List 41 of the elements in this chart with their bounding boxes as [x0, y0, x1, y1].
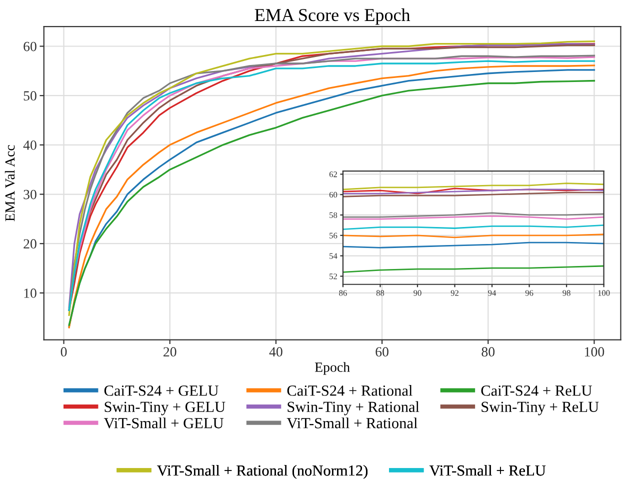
x-tick-label: 86 [339, 290, 347, 296]
x-tick-label: 88 [376, 290, 384, 296]
x-tick-label: 92 [450, 290, 458, 296]
y-tick-label: 62 [329, 172, 337, 178]
x-tick-label: 60 [376, 347, 388, 357]
y-tick-label: 40 [23, 140, 36, 150]
y-tick-label: 56 [330, 232, 338, 238]
x-tick-label: 100 [598, 290, 610, 296]
y-tick-label: 52 [330, 274, 337, 280]
x-tick-label: 90 [414, 290, 422, 296]
legend-label: Swin-Tiny + ReLU [482, 402, 599, 416]
y-tick-label: 60 [24, 42, 36, 52]
y-tick-label: 30 [24, 190, 36, 200]
y-tick-label: 20 [24, 239, 36, 249]
x-axis-title: Epoch [314, 362, 350, 375]
x-tick-label: 94 [488, 290, 496, 296]
legend-label: CaiT-S24 + GELU [104, 386, 218, 396]
x-tick-label: 98 [562, 290, 570, 296]
x-tick-label: 0 [60, 347, 67, 357]
legend-label: ViT-Small + GELU [104, 418, 224, 428]
y-tick-label: 58 [330, 212, 338, 218]
legend-label: CaiT-S24 + ReLU [481, 386, 592, 396]
y-tick-label: 54 [330, 253, 338, 259]
y-axis-title: EMA Val Acc [4, 145, 15, 222]
legend-label: ViT-Small + Rational (noNorm12) [157, 464, 368, 479]
y-tick-label: 60 [329, 192, 338, 198]
x-tick-label: 80 [482, 347, 495, 357]
x-tick-label: 40 [269, 347, 282, 357]
legend-label: ViT-Small + ReLU [429, 464, 546, 476]
legend-label: CaiT-S24 + Rational [287, 385, 412, 396]
legend-label: Swin-Tiny + GELU [104, 402, 226, 416]
x-tick-label: 96 [525, 290, 534, 296]
chart-title: EMA Score vs Epoch [254, 8, 410, 25]
line-series [342, 265, 604, 273]
legend-label: Swin-Tiny + Rational [288, 401, 420, 416]
y-tick-label: 50 [24, 91, 36, 101]
legend-label: ViT-Small + Rational [286, 418, 418, 428]
x-tick-label: 20 [164, 347, 176, 357]
line-series [342, 182, 604, 190]
x-tick-label: 100 [585, 347, 604, 357]
y-tick-label: 10 [24, 288, 36, 298]
